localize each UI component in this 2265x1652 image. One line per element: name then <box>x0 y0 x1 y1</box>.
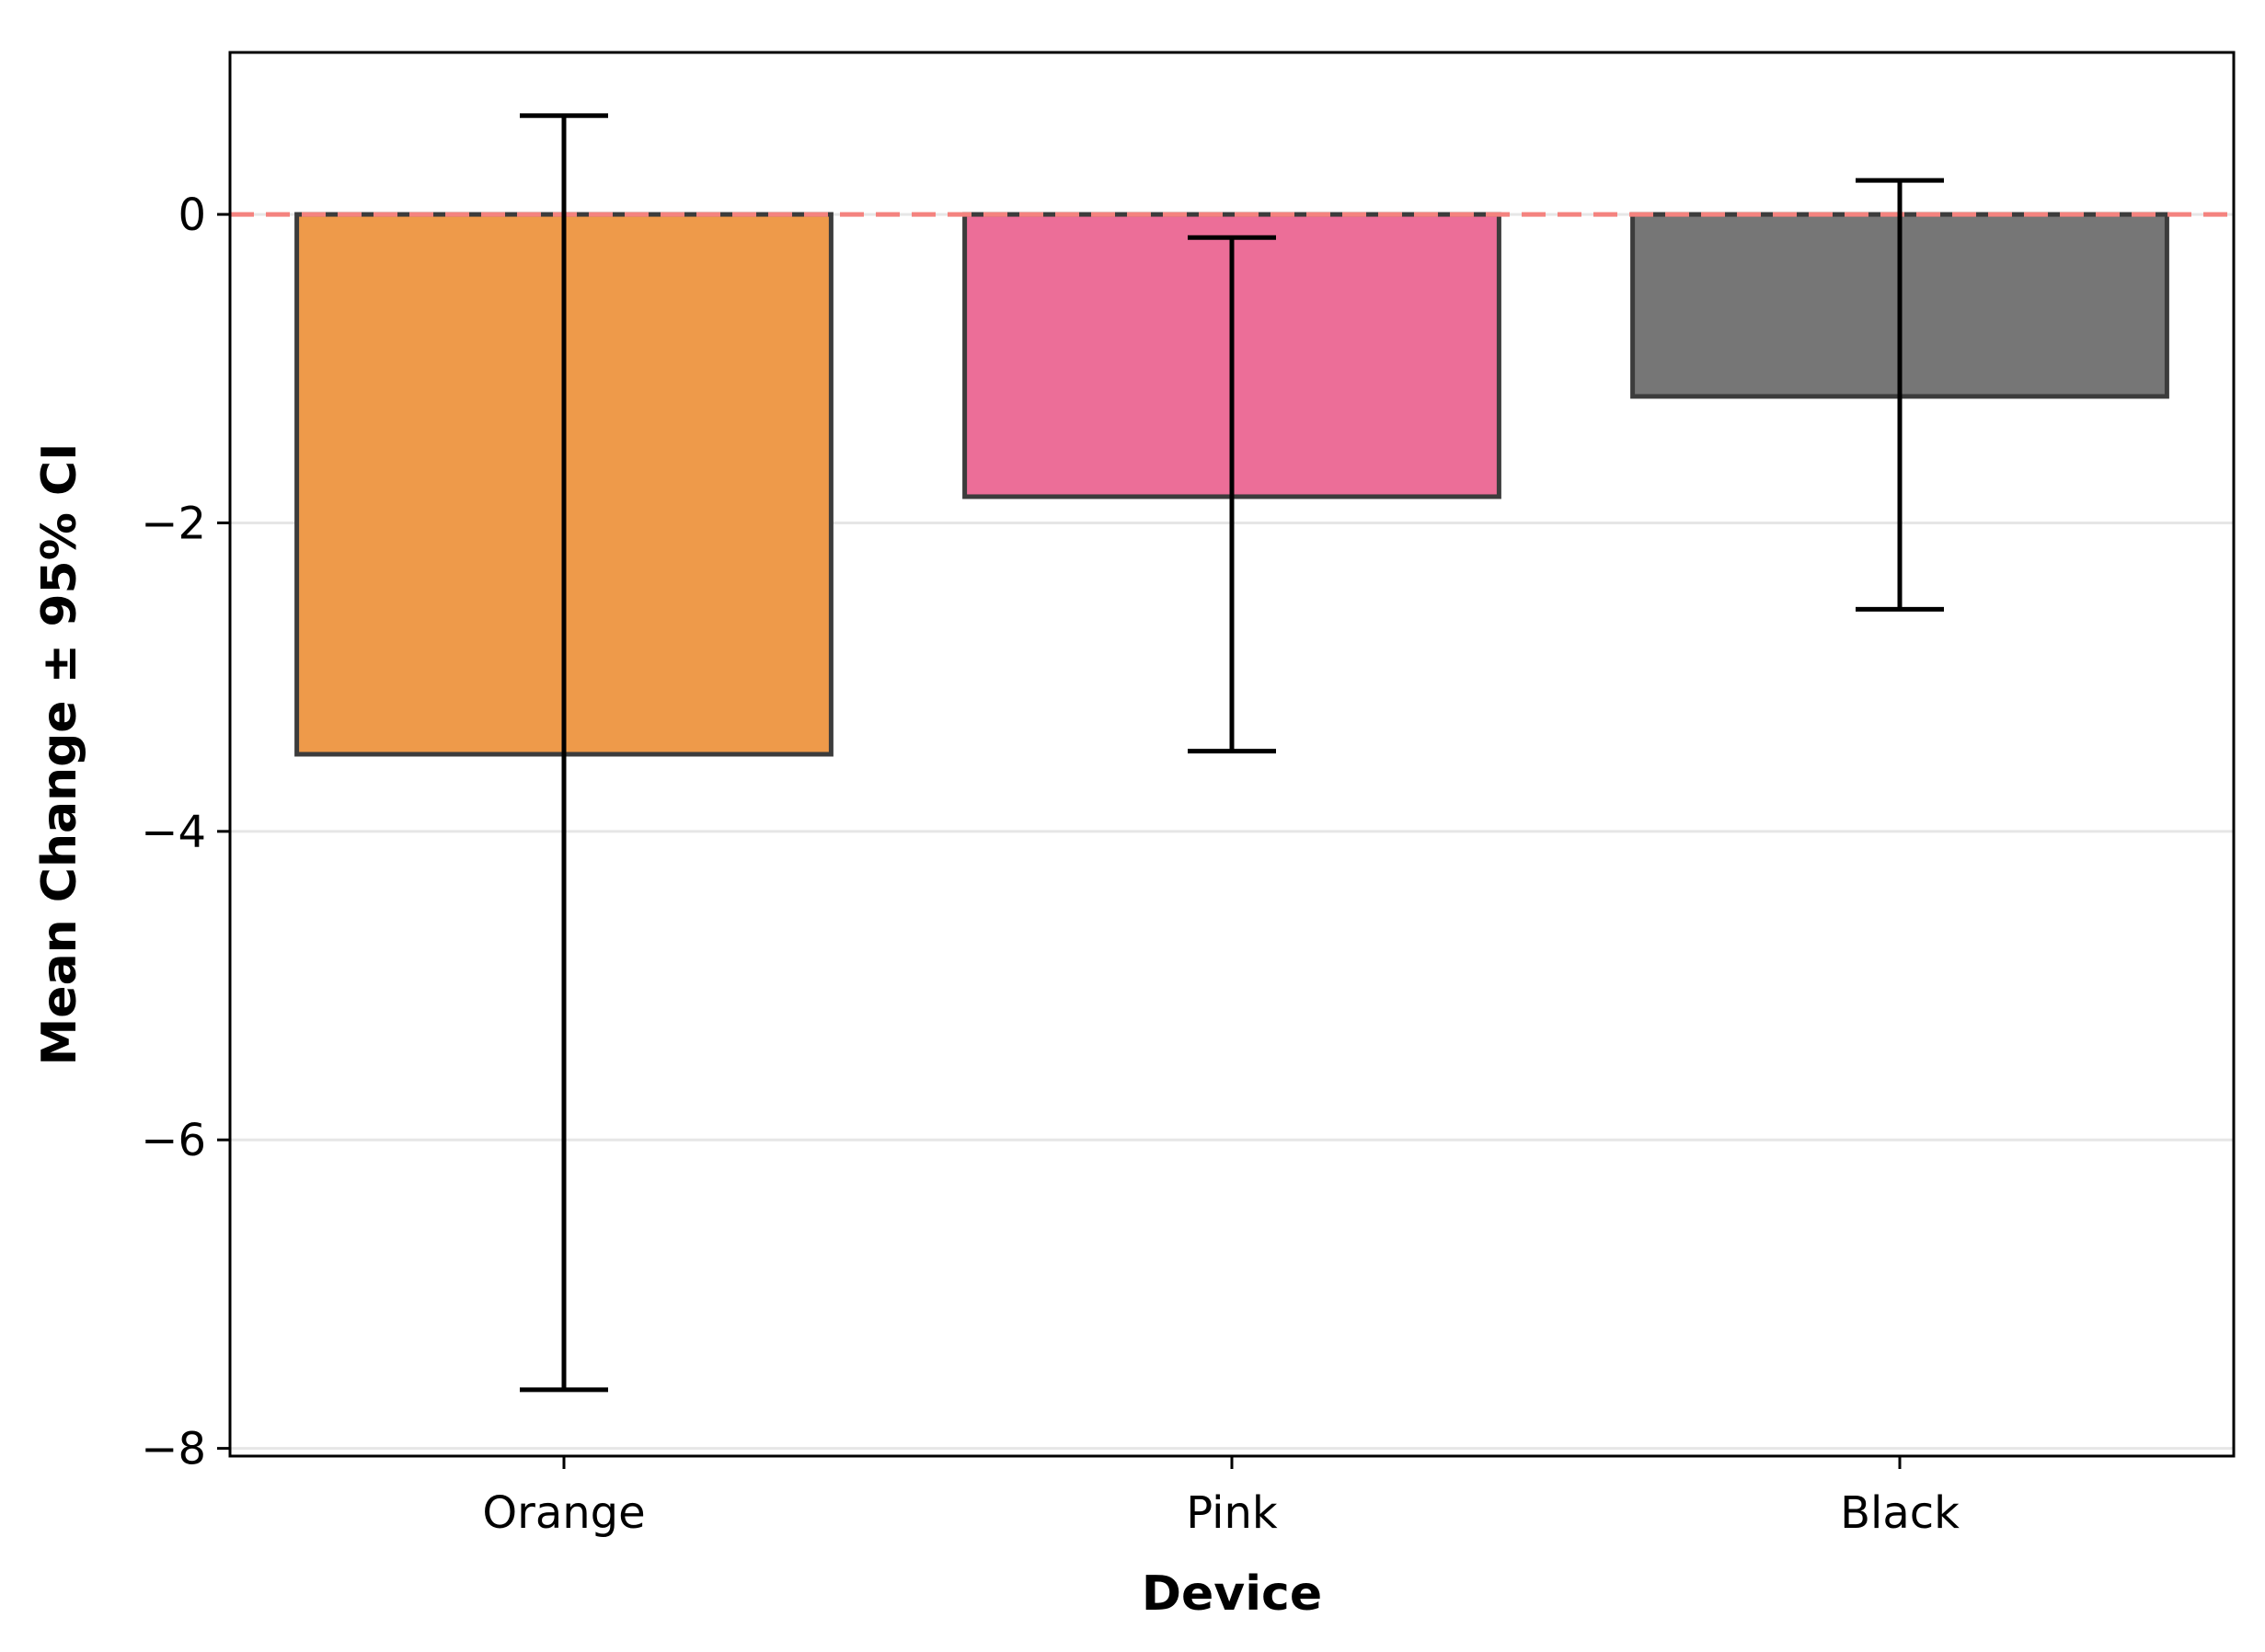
x-tick-label-orange: Orange <box>482 1487 645 1539</box>
x-axis-title: Device <box>1142 1566 1322 1622</box>
y-tick-label: −4 <box>141 807 206 858</box>
error-bar-orange <box>520 113 608 1393</box>
x-tick-label-black: Black <box>1840 1487 1960 1539</box>
y-axis-title: Mean Change ± 95% CI <box>32 443 87 1066</box>
y-tick-label: −6 <box>141 1115 206 1166</box>
y-axis-ticks: 0 −2 −4 −6 −8 <box>141 189 230 1475</box>
y-tick-label: −8 <box>141 1424 206 1475</box>
x-axis-ticks: Orange Pink Black <box>482 1456 1960 1539</box>
x-tick-label-pink: Pink <box>1186 1487 1278 1539</box>
error-bars <box>520 113 1944 1393</box>
y-tick-label: 0 <box>178 189 206 241</box>
error-bar-black <box>1856 178 1944 612</box>
error-bar-pink <box>1188 235 1276 754</box>
y-tick-label: −2 <box>141 498 206 549</box>
